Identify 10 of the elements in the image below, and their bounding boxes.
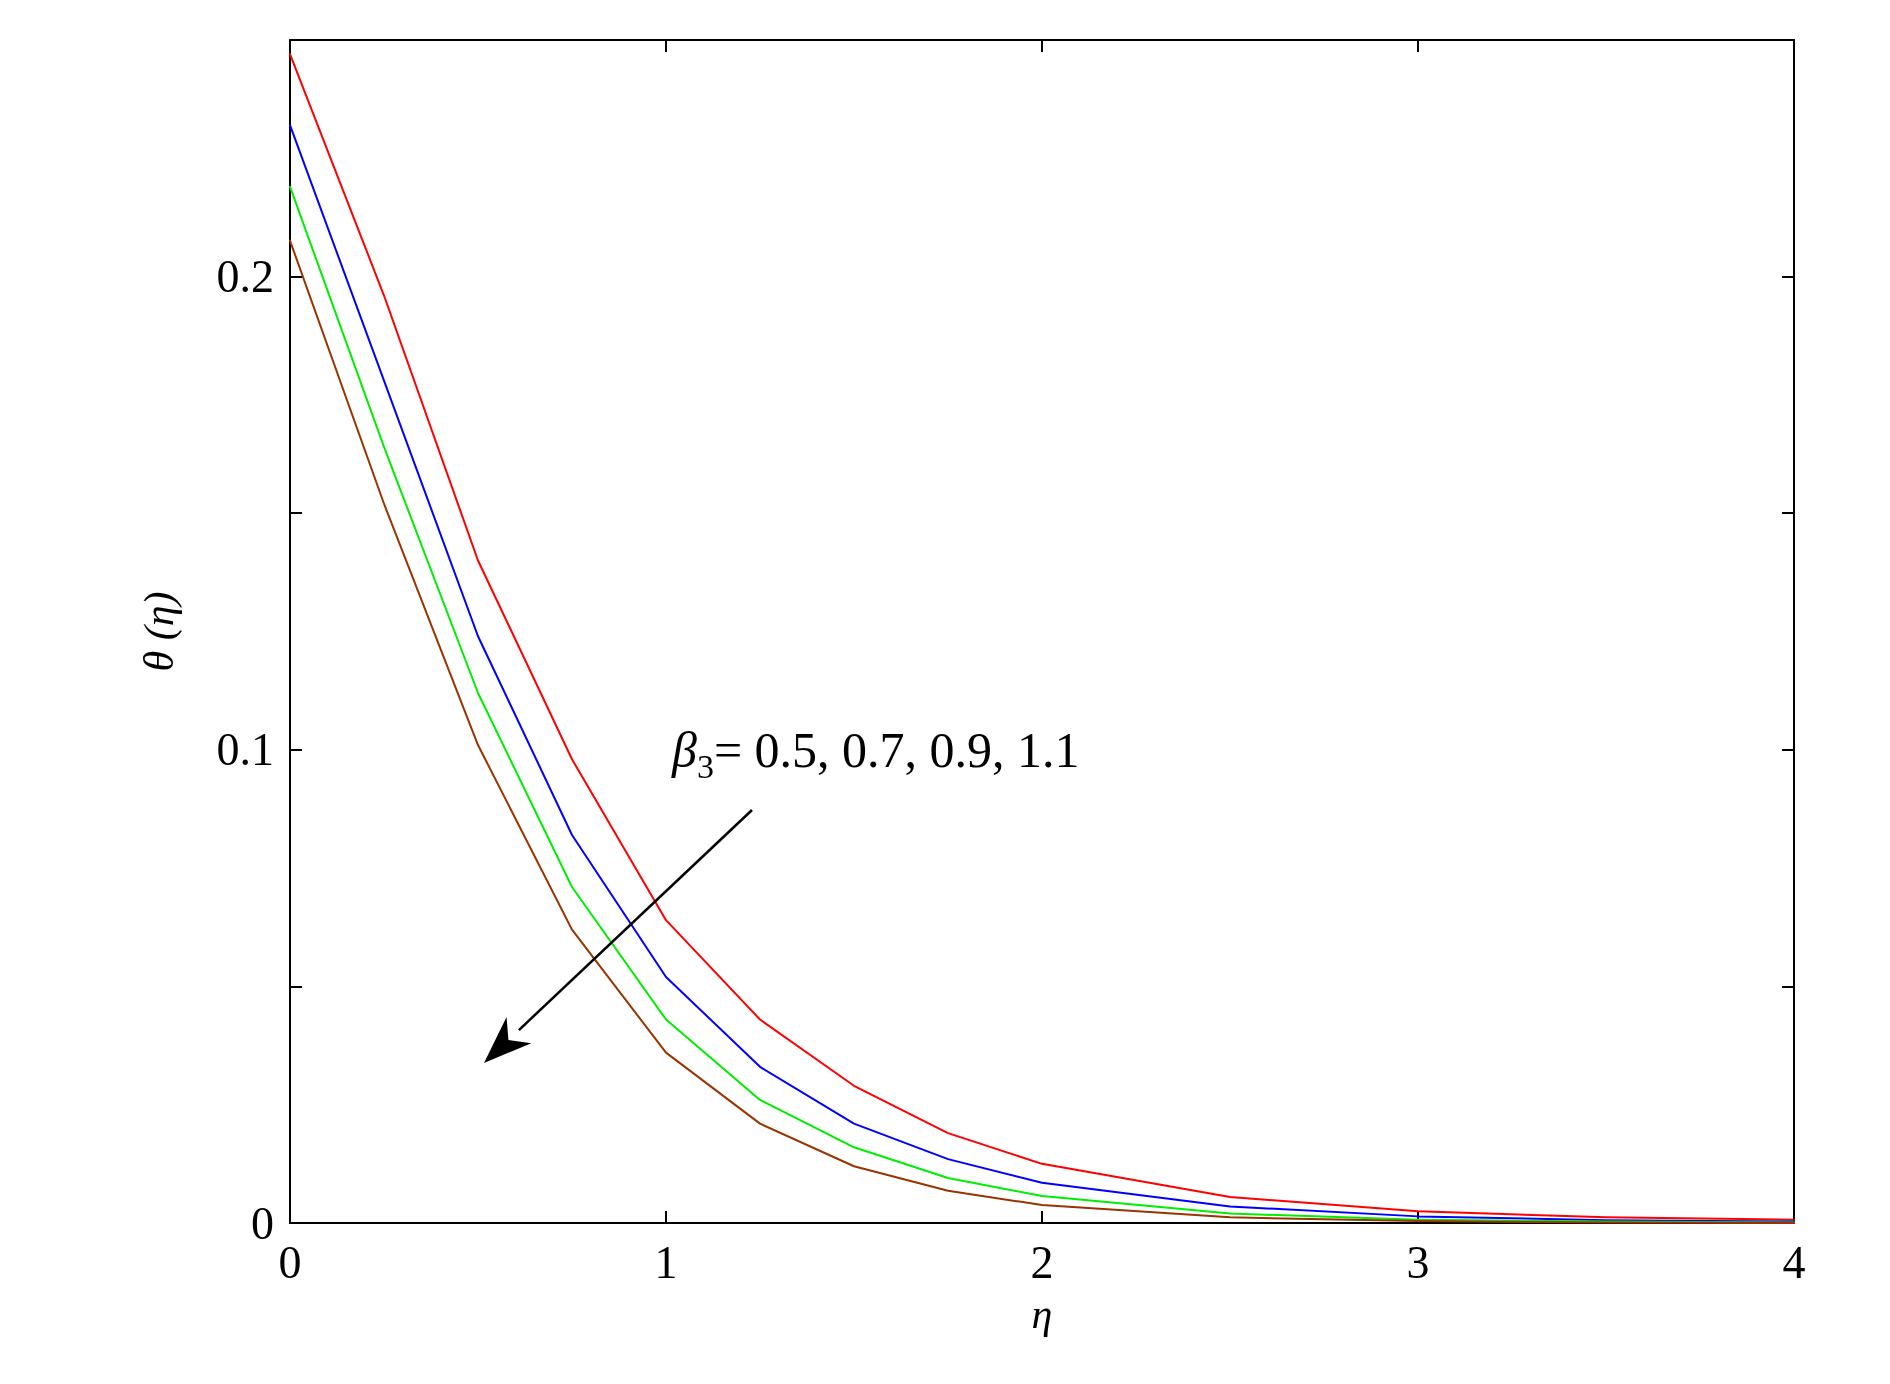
y-tick-label: 0.1 — [216, 724, 274, 776]
y-tick-label: 0 — [251, 1197, 274, 1249]
x-tick-label: 2 — [1030, 1236, 1054, 1288]
x-tick-label: 1 — [654, 1236, 678, 1288]
x-tick-label: 3 — [1406, 1236, 1430, 1288]
y-axis-title: θ (η) — [136, 591, 183, 672]
y-tick-label: 0.2 — [216, 251, 274, 303]
x-axis-title: η — [1031, 1291, 1053, 1337]
annotation: β$_{3}$= 0.5, 0.7, 0.9, 1.1 — [672, 722, 1080, 785]
x-tick-label: 4 — [1782, 1236, 1806, 1288]
